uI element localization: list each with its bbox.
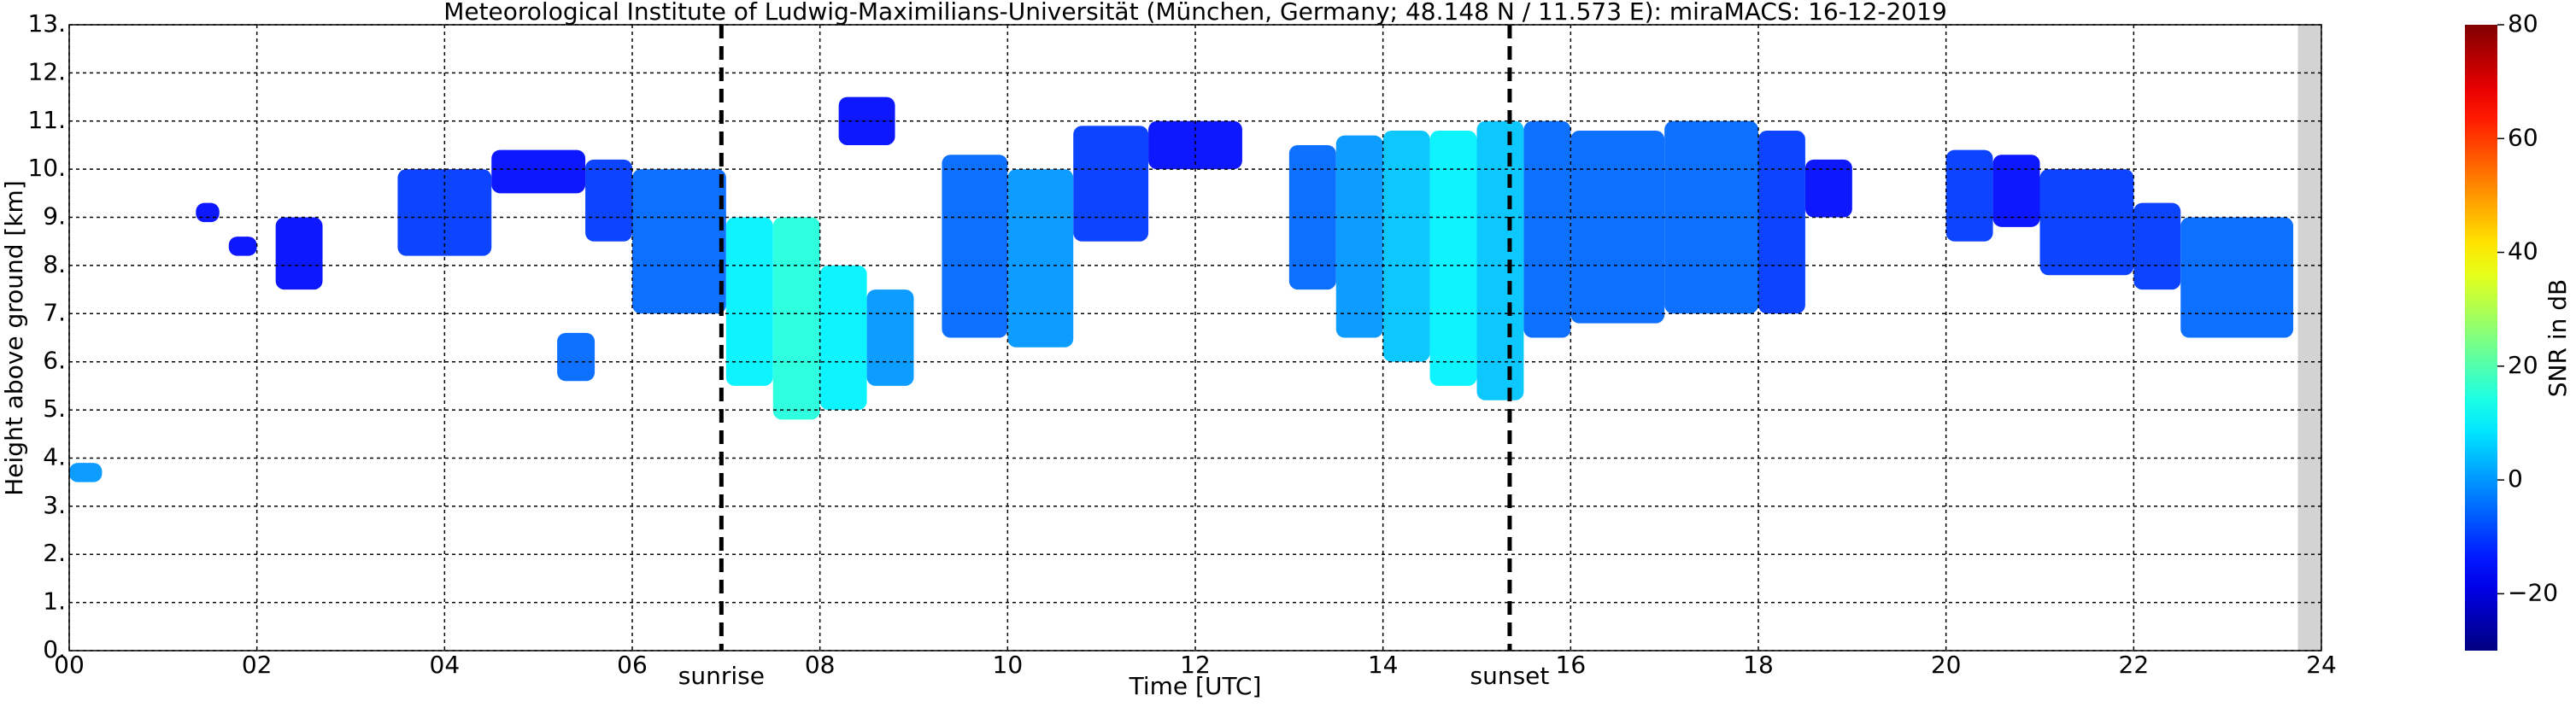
radar-cell <box>2039 169 2134 276</box>
y-tick-label: 5. <box>43 394 66 423</box>
radar-cell <box>632 169 726 314</box>
colorbar-tick-label: 60 <box>2508 123 2538 151</box>
x-tick-label: 12 <box>1180 651 1211 679</box>
radar-cell <box>819 265 867 411</box>
chart-title: Meteorological Institute of Ludwig-Maxim… <box>443 0 1947 26</box>
radar-cell <box>725 217 773 386</box>
radar-cell <box>1476 120 1524 400</box>
y-tick-label: 2. <box>43 539 66 567</box>
radar-cell <box>1335 135 1383 338</box>
y-tick-label: 9. <box>43 202 66 231</box>
plot-background <box>69 25 2321 651</box>
y-axis-label: Height above ground [km] <box>0 180 28 496</box>
radar-cell <box>866 289 914 386</box>
radar-cell <box>1570 131 1665 324</box>
radar-cell <box>228 237 257 256</box>
radar-cell <box>1758 131 1805 314</box>
colorbar-label: SNR in dB <box>2544 279 2572 397</box>
radar-cell <box>491 149 586 194</box>
marker-label: sunset <box>1470 662 1550 690</box>
radar-cell <box>1288 144 1336 290</box>
colorbar-tick-label: 80 <box>2508 9 2538 38</box>
radar-cell <box>585 159 632 242</box>
radar-cell <box>838 96 895 145</box>
x-tick-label: 04 <box>430 651 461 679</box>
radar-cell <box>196 202 220 223</box>
radar-cell <box>1429 131 1477 386</box>
radar-cell <box>772 217 820 420</box>
no-data-strip <box>2297 25 2321 651</box>
radar-cell <box>1804 159 1852 218</box>
plot-frame <box>68 24 2322 651</box>
radar-cell <box>1073 126 1149 242</box>
radar-cell <box>69 463 103 482</box>
y-tick-label: 4. <box>43 442 66 470</box>
radar-cell <box>1992 155 2040 227</box>
colorbar <box>2465 25 2497 651</box>
colorbar-tick-label: 0 <box>2508 465 2523 493</box>
x-tick-label: 02 <box>242 651 273 679</box>
colorbar-tick-label: 20 <box>2508 351 2538 379</box>
marker-label: sunrise <box>678 662 765 690</box>
y-tick-label: 13. <box>27 9 66 38</box>
x-axis-label: Time [UTC] <box>1129 672 1262 700</box>
x-tick-label: 18 <box>1743 651 1774 679</box>
x-tick-label: 10 <box>993 651 1024 679</box>
x-tick-label: 14 <box>1368 651 1399 679</box>
y-tick-label: 7. <box>43 298 66 326</box>
x-tick-label: 00 <box>54 651 85 679</box>
y-tick-label: 8. <box>43 250 66 278</box>
y-tick-label: 11. <box>27 106 66 134</box>
radar-cell <box>1007 169 1074 348</box>
radar-cell <box>1523 120 1571 338</box>
radar-cell <box>557 332 596 382</box>
colorbar-tick-label: −20 <box>2508 578 2558 606</box>
y-tick-label: 12. <box>27 57 66 85</box>
radar-cell <box>1148 120 1242 170</box>
y-tick-label: 0. <box>43 635 66 663</box>
radar-cell <box>2133 202 2181 290</box>
x-tick-label: 08 <box>805 651 836 679</box>
x-tick-label: 22 <box>2119 651 2150 679</box>
x-tick-label: 06 <box>617 651 648 679</box>
radar-cell <box>275 217 323 290</box>
x-tick-label: 20 <box>1931 651 1962 679</box>
y-tick-label: 6. <box>43 347 66 375</box>
colorbar-tick-label: 40 <box>2508 237 2538 266</box>
radar-cell <box>2180 217 2294 338</box>
y-tick-label: 3. <box>43 491 66 519</box>
y-tick-label: 1. <box>43 587 66 616</box>
radar-cell <box>942 155 1008 338</box>
x-tick-label: 24 <box>2306 651 2337 679</box>
radar-cell <box>1382 131 1430 362</box>
y-tick-label: 10. <box>27 154 66 182</box>
radar-cell <box>1945 149 1993 242</box>
x-tick-label: 16 <box>1556 651 1587 679</box>
